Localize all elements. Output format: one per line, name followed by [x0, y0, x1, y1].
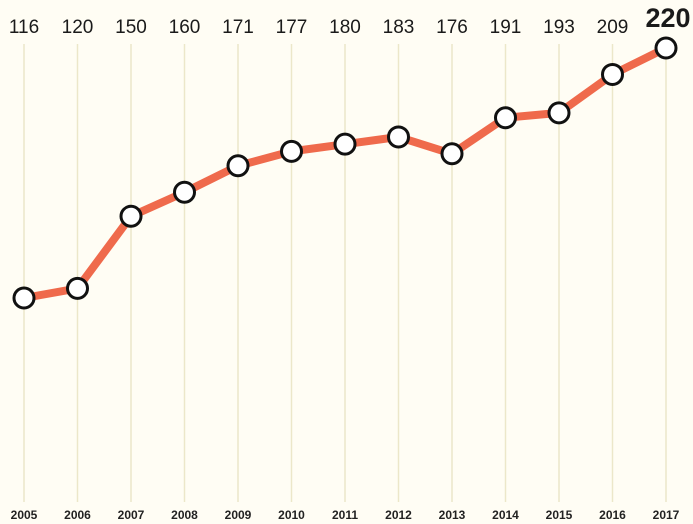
x-tick-label: 2017: [653, 508, 680, 522]
data-label: 209: [597, 17, 629, 38]
point: [654, 36, 678, 60]
data-label: 116: [9, 17, 39, 38]
x-tick-label: 2006: [64, 508, 91, 522]
x-tick-label: 2005: [11, 508, 38, 522]
data-label: 220: [645, 3, 690, 33]
data-label: 177: [276, 17, 308, 38]
x-tick-label: 2008: [171, 508, 198, 522]
data-label: 160: [169, 17, 201, 38]
data-label: 193: [543, 17, 575, 38]
point: [66, 276, 89, 300]
data-label: 176: [436, 17, 468, 38]
data-label: 150: [115, 17, 147, 38]
point: [12, 286, 36, 310]
point: [333, 132, 357, 156]
point: [494, 106, 517, 130]
data-label: 183: [383, 17, 415, 38]
data-label: 171: [222, 17, 254, 38]
point: [440, 142, 464, 166]
x-tick-label: 2013: [439, 508, 466, 522]
point: [280, 139, 303, 163]
x-tick-label: 2014: [492, 508, 519, 522]
data-label: 120: [62, 17, 94, 38]
point: [173, 180, 196, 204]
point: [387, 125, 410, 149]
point: [601, 62, 624, 86]
x-tick-label: 2015: [546, 508, 573, 522]
x-tick-label: 2007: [118, 508, 145, 522]
x-tick-label: 2012: [385, 508, 412, 522]
data-label: 180: [329, 17, 361, 38]
point: [226, 154, 250, 178]
point: [547, 101, 571, 125]
data-label: 191: [490, 17, 522, 38]
x-tick-label: 2009: [225, 508, 252, 522]
x-tick-label: 2016: [599, 508, 626, 522]
x-tick-label: 2011: [332, 508, 358, 522]
x-tick-label: 2010: [278, 508, 305, 522]
point: [119, 204, 143, 228]
